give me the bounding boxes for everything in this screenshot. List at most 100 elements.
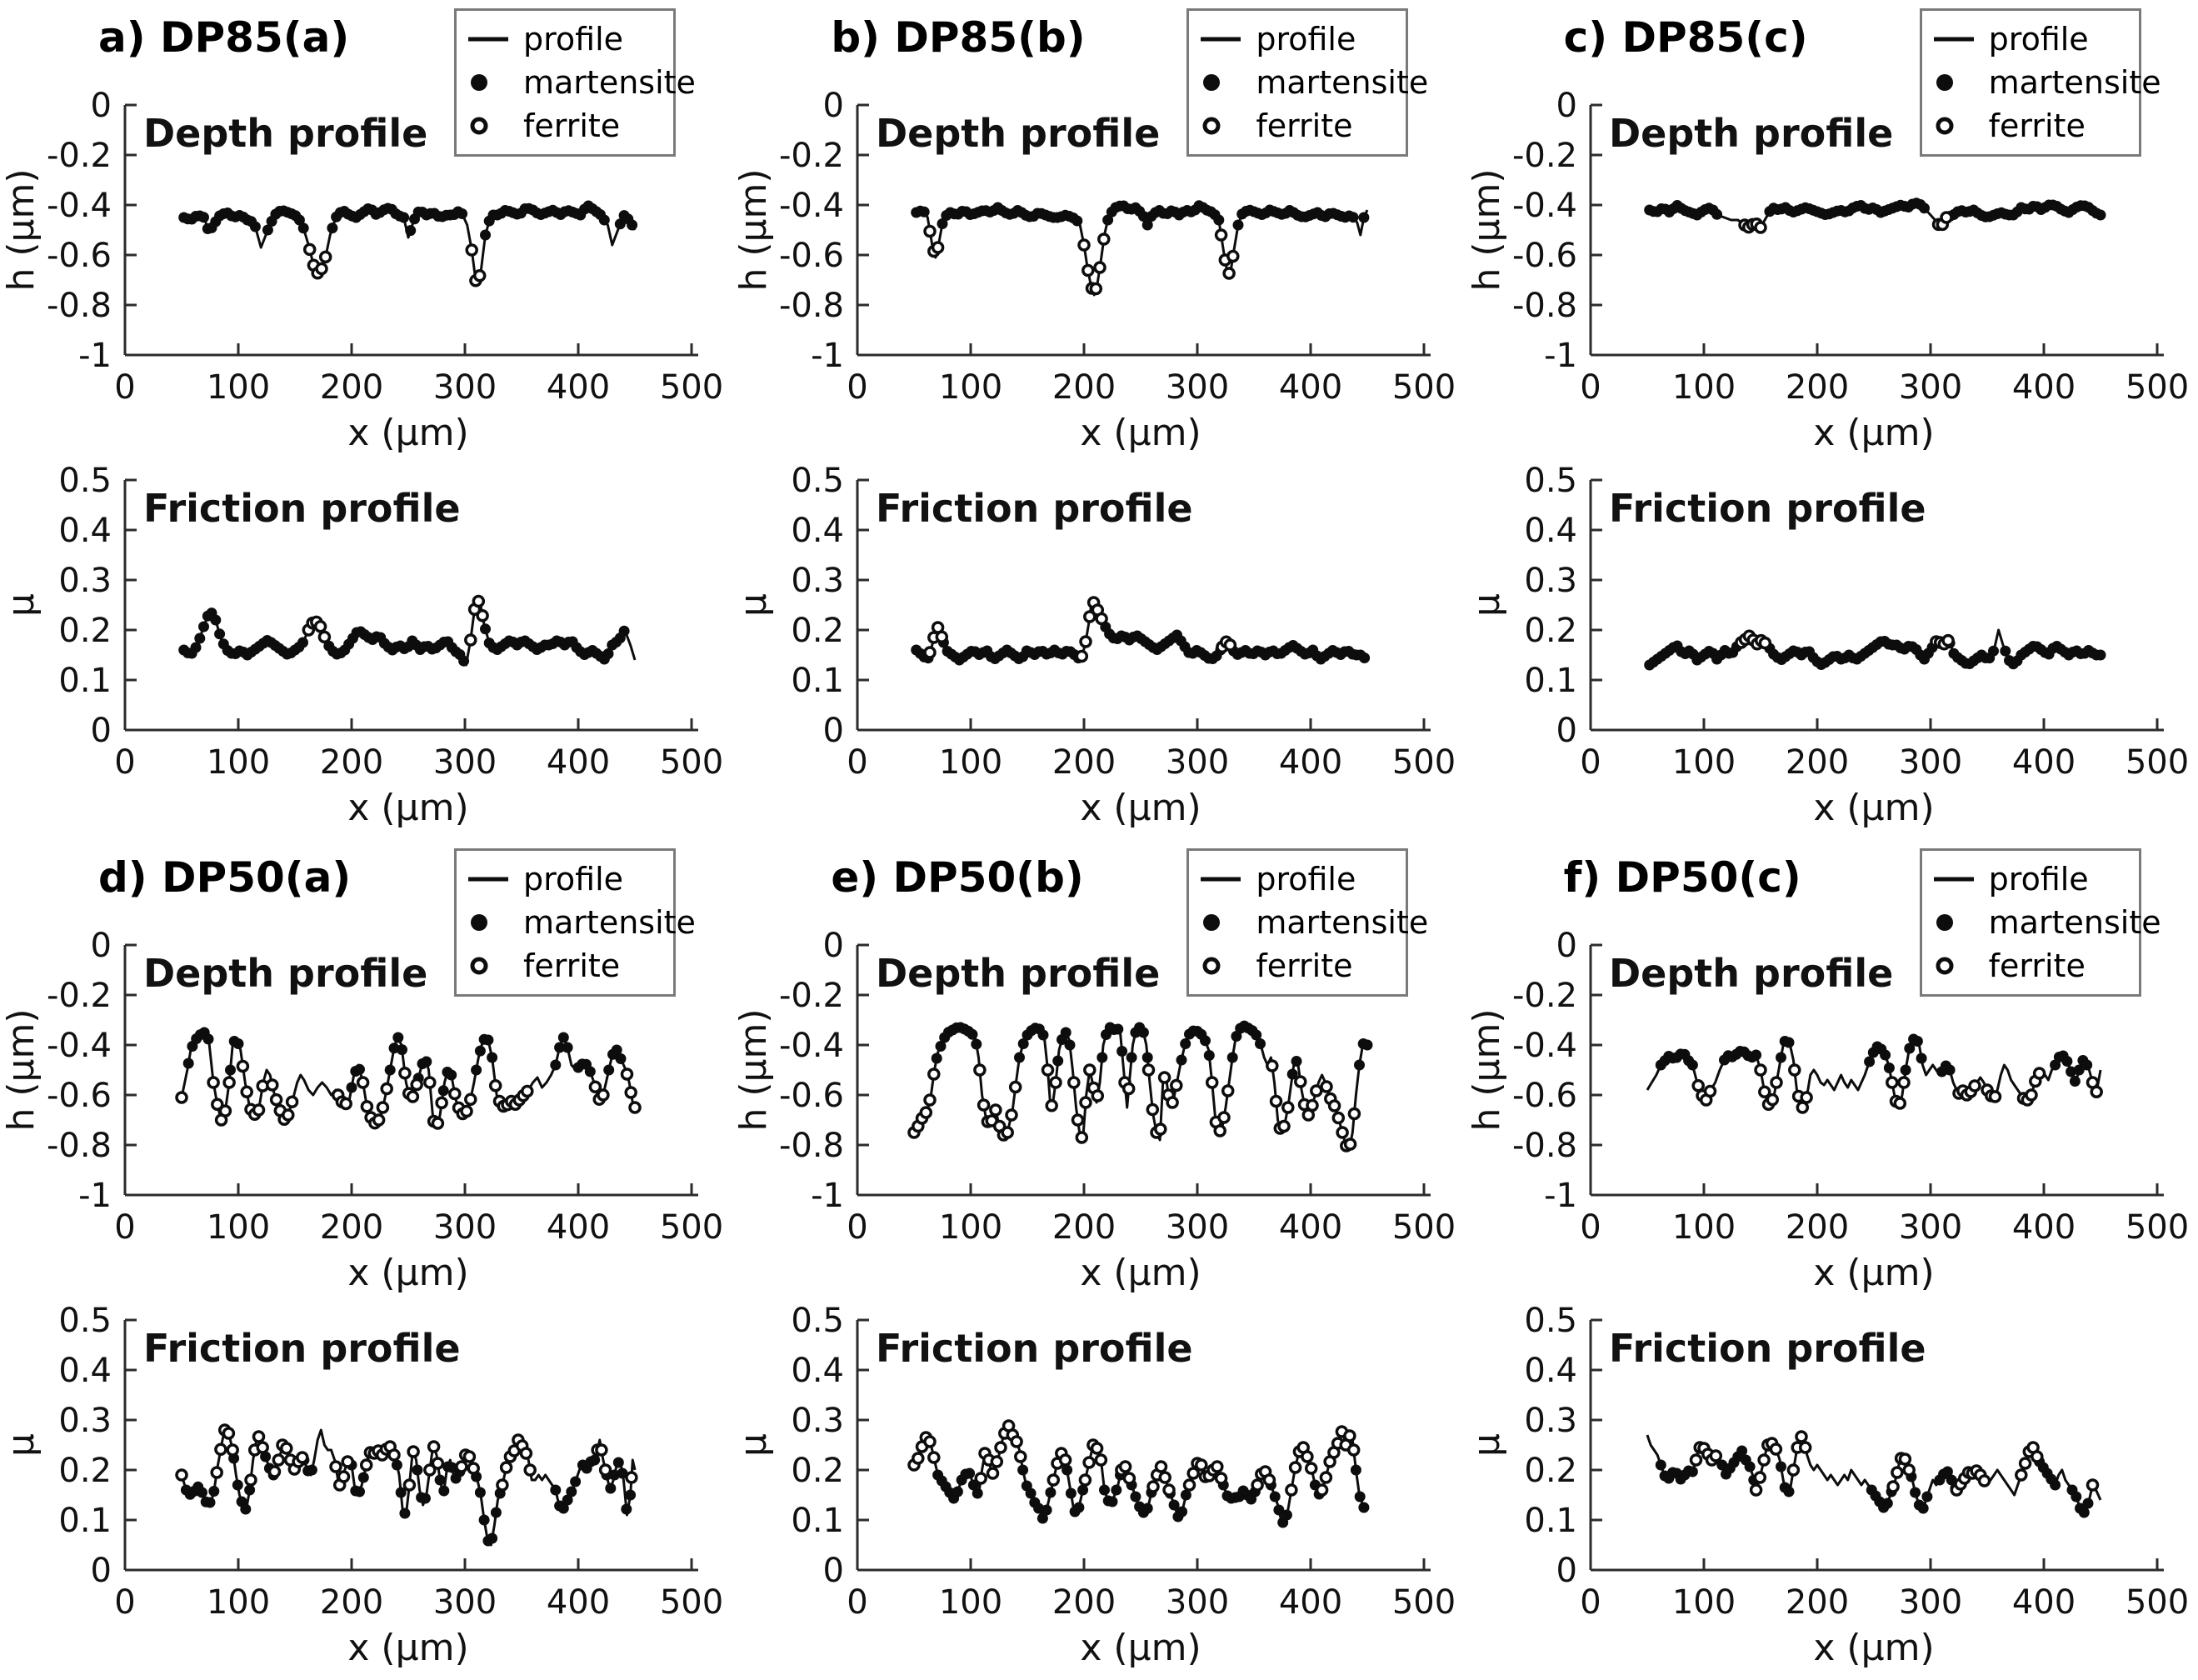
ferrite-marker	[1691, 1079, 1705, 1092]
martensite-marker	[260, 1451, 272, 1462]
ferrite-marker	[523, 1463, 537, 1477]
martensite-marker	[602, 648, 614, 659]
x-tick-label: 100	[939, 743, 1002, 782]
ferrite-marker	[1010, 1435, 1024, 1448]
martensite-marker	[1099, 1484, 1111, 1496]
ferrite-marker	[1328, 1099, 1341, 1112]
ferrite-marker	[923, 646, 937, 659]
ferrite-marker	[1988, 1090, 2001, 1103]
legend-label: profile	[1988, 861, 2089, 898]
martensite-marker	[617, 1468, 628, 1479]
martensite-marker	[1291, 1056, 1302, 1067]
martensite-marker	[249, 221, 261, 232]
ferrite-marker	[1158, 1471, 1172, 1484]
x-tick-label: 300	[1166, 1208, 1229, 1247]
martensite-markers	[178, 200, 638, 241]
martensite-marker	[2082, 1498, 2094, 1509]
ferrite-marker	[280, 1442, 293, 1455]
martensite-marker	[2078, 1507, 2090, 1518]
x-tick-label: 0	[847, 368, 868, 407]
y-tick-label: 0.4	[792, 1352, 845, 1390]
martensite-marker	[964, 1468, 976, 1479]
y-tick-label: 0.1	[58, 1502, 112, 1540]
martensite-marker	[1037, 1029, 1049, 1041]
martensite-marker	[405, 225, 417, 237]
ferrite-marker-icon	[1932, 953, 1979, 978]
y-tick-label: -0.8	[47, 1127, 112, 1165]
ferrite-marker	[1217, 1111, 1231, 1124]
legend-item-profile: profile	[1199, 858, 1396, 901]
ferrite-marker	[423, 1076, 437, 1089]
martensite-marker	[1106, 1496, 1118, 1508]
x-tick-label: 200	[1785, 743, 1848, 782]
ferrite-marker	[296, 1451, 309, 1464]
friction-plot: 0 100 200 300 400 500 0.5 0.4 0.3 0.2 0.1 0 x (µm) µ F…	[732, 1303, 1456, 1669]
ferrite-marker	[1347, 1107, 1361, 1121]
y-axis-label: µ	[732, 593, 775, 617]
ferrite-marker	[1042, 1063, 1055, 1077]
martensite-marker	[480, 229, 491, 241]
x-tick-label: 500	[2125, 743, 2188, 782]
x-tick-label: 0	[1580, 743, 1601, 782]
ferrite-marker	[240, 1085, 253, 1099]
ferrite-marker	[597, 1088, 610, 1102]
y-axis-label: h (µm)	[1466, 1008, 1508, 1131]
martensite-marker	[1062, 1464, 1073, 1476]
x-axis-label: x (µm)	[1813, 787, 1934, 829]
martensite-marker	[446, 1069, 457, 1081]
legend-item-ferrite: ferrite	[1932, 104, 2129, 148]
ferrite-marker	[464, 1092, 477, 1107]
martensite-marker	[1946, 1474, 1957, 1486]
martensite-marker	[1061, 1027, 1072, 1038]
ferrite-marker	[1213, 1124, 1227, 1138]
x-tick-label: 300	[1166, 1583, 1229, 1622]
ferrite-marker	[1091, 1442, 1104, 1455]
martensite-marker	[972, 1488, 984, 1499]
x-tick-label: 200	[1052, 1208, 1116, 1247]
ferrite-marker	[1902, 1463, 1916, 1477]
legend-label: profile	[1256, 861, 1356, 898]
ferrite-marker	[1786, 1463, 1800, 1477]
x-tick-label: 100	[207, 368, 270, 407]
legend-label: ferrite	[1256, 108, 1353, 144]
martensite-marker	[627, 219, 638, 231]
y-tick-label: 0	[91, 88, 112, 125]
martensite-marker	[1736, 1445, 1747, 1457]
ferrite-marker	[1289, 1461, 1302, 1474]
y-axis-label: h (µm)	[0, 168, 42, 291]
ferrite-marker	[372, 1113, 386, 1127]
subplot-title: Depth profile	[143, 111, 427, 156]
ferrite-markers	[1734, 629, 1955, 651]
x-tick-label: 500	[660, 368, 723, 407]
martensite-marker	[1142, 1052, 1154, 1063]
martensite-marker	[1213, 214, 1225, 226]
ferrite-marker	[1095, 612, 1109, 626]
y-tick-label: -0.6	[1512, 237, 1577, 275]
x-tick-label: 500	[1392, 368, 1456, 407]
ferrite-marker	[1251, 1478, 1265, 1492]
ferrite-marker	[1753, 221, 1767, 234]
profile-line-icon	[1199, 35, 1246, 43]
martensite-marker	[937, 218, 948, 229]
martensite-markers	[178, 608, 630, 667]
martensite-marker	[1077, 1484, 1089, 1496]
ferrite-marker	[927, 1451, 941, 1464]
martensite-marker	[1783, 1037, 1795, 1048]
martensite-marker	[208, 1486, 220, 1497]
ferrite-marker	[1800, 1091, 1813, 1104]
martensite-marker	[2069, 1076, 2081, 1087]
martensite-marker	[1351, 1464, 1362, 1476]
martensite-marker	[490, 1507, 502, 1518]
ferrite-marker	[476, 609, 489, 622]
x-tick-label: 0	[114, 1208, 135, 1247]
y-tick-label: 0.2	[58, 1452, 112, 1490]
martensite-marker	[398, 212, 410, 223]
martensite-marker	[397, 1044, 407, 1056]
ferrite-marker	[448, 1087, 462, 1101]
ferrite-marker	[1967, 1079, 1981, 1092]
ferrite-marker	[1757, 1453, 1771, 1467]
subplot-title: Friction profile	[876, 1326, 1193, 1371]
ferrite-marker	[1893, 1097, 1906, 1110]
x-tick-label: 0	[114, 743, 135, 782]
panel-a: a) DP85(a) profile martensite ferrite 0 1…	[0, 0, 732, 840]
